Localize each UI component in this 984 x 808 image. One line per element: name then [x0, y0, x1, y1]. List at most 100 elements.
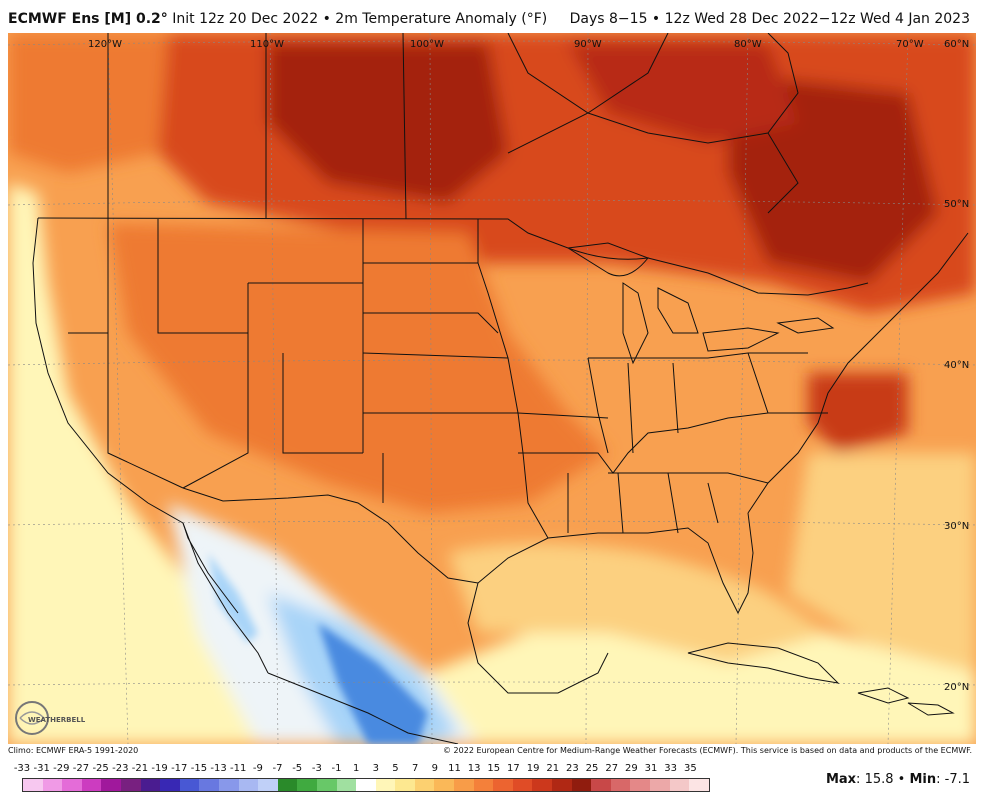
legend-swatch: [650, 779, 670, 791]
legend-swatch: [414, 779, 435, 791]
mexico-cold: [318, 623, 428, 744]
legend-swatch: [591, 779, 611, 791]
legend-label: 21: [546, 763, 560, 774]
legend-label: -19: [151, 763, 168, 774]
legend-labels: -33 -31 -29 -27 -25 -23 -21 -19 -17 -15 -13 -11 -9 -7…: [10, 763, 710, 777]
legend-swatch: [512, 779, 533, 791]
legend-swatch: [473, 779, 494, 791]
legend-swatch: [571, 779, 592, 791]
legend-label: 35: [683, 763, 697, 774]
legend-label: -7: [272, 763, 283, 774]
max-label: Max: [825, 772, 857, 787]
temperature-anomaly-map: 120°W 110°W 100°W 90°W 80°W 70°W 60°N 50…: [8, 33, 976, 744]
max-min-stats: Max: 15.8 • Min: -7.1: [825, 772, 970, 787]
legend-swatch: [316, 779, 337, 791]
legend-label: -25: [92, 763, 109, 774]
legend-swatch: [375, 779, 396, 791]
logo-text: WEATHERBELL: [28, 716, 86, 724]
lat-label-30n: 30°N: [944, 521, 969, 532]
lat-label-50n: 50°N: [944, 199, 969, 210]
northwest-moderate: [8, 33, 168, 173]
legend-label: 9: [431, 763, 438, 774]
legend-label: 15: [487, 763, 501, 774]
legend-swatch: [101, 779, 121, 791]
legend-label: 27: [605, 763, 619, 774]
legend-swatch: [336, 779, 357, 791]
lon-label-120w: 120°W: [88, 39, 122, 50]
legend-swatch: [434, 779, 455, 791]
legend-swatch: [395, 779, 415, 791]
climatology-note: Climo: ECMWF ERA-5 1991-2020: [8, 746, 139, 755]
legend-label: 29: [624, 763, 638, 774]
legend-label: 17: [507, 763, 520, 774]
legend-swatch: [297, 779, 317, 791]
lon-label-110w: 110°W: [250, 39, 284, 50]
model-name: ECMWF Ens [M] 0.2°: [8, 11, 168, 27]
hudson-deep-warm: [568, 43, 798, 143]
legend-swatch: [552, 779, 572, 791]
boundaries: [32, 33, 969, 744]
copyright-note: © 2022 European Centre for Medium-Range …: [443, 746, 972, 755]
legend-swatch: [62, 779, 82, 791]
legend-swatch: [356, 779, 376, 791]
legend-label: 13: [467, 763, 481, 774]
lat-label-60n: 60°N: [944, 39, 969, 50]
legend-label: -23: [112, 763, 129, 774]
legend-label: -21: [131, 763, 149, 774]
legend-swatch: [140, 779, 161, 791]
lon-label-80w: 80°W: [734, 39, 762, 50]
legend-label: 23: [566, 763, 579, 774]
lon-label-90w: 90°W: [574, 39, 602, 50]
legend-swatch: [493, 779, 513, 791]
legend-label: -17: [171, 763, 188, 774]
atlantic-slight-zone: [788, 453, 976, 673]
legend-swatch: [532, 779, 553, 791]
legend-label: -1: [331, 763, 342, 774]
legend-label: -27: [72, 763, 90, 774]
graticule: [8, 33, 976, 744]
min-label: Min: [909, 772, 937, 787]
init-time: Init 12z 20 Dec 2022 • 2m Temperature An…: [172, 11, 548, 27]
legend-swatch: [610, 779, 631, 791]
legend-swatch: [42, 779, 63, 791]
legend-swatch: [218, 779, 239, 791]
lat-label-20n: 20°N: [944, 682, 969, 693]
legend-label: -3: [311, 763, 322, 774]
midatlantic-warm: [808, 373, 908, 453]
canada-deep-warm: [268, 43, 508, 203]
legend-swatch: [258, 779, 278, 791]
valid-period: Days 8−15 • 12z Wed 28 Dec 2022−12z Wed …: [569, 11, 970, 27]
legend-label: -31: [33, 763, 50, 774]
lon-label-70w: 70°W: [896, 39, 924, 50]
legend-label: 25: [585, 763, 599, 774]
plains-moderate: [108, 223, 608, 513]
legend-swatch: [23, 779, 43, 791]
weatherbell-logo: WEATHERBELL: [12, 696, 102, 740]
legend-label: 33: [664, 763, 678, 774]
legend-label: 3: [372, 763, 380, 774]
baja-cool: [208, 553, 258, 643]
legend-label: 11: [448, 763, 461, 774]
legend-label: 1: [352, 763, 360, 774]
legend-swatch: [689, 779, 709, 791]
legend-swatch: [238, 779, 259, 791]
legend-label: 5: [392, 763, 399, 774]
legend-label: -15: [190, 763, 208, 774]
legend-label: -29: [53, 763, 70, 774]
max-value: 15.8: [864, 772, 894, 787]
legend-swatch: [120, 779, 141, 791]
legend-swatch: [160, 779, 180, 791]
legend-swatch: [454, 779, 474, 791]
legend-swatch: [81, 779, 102, 791]
pacific-neutral-zone: [8, 183, 338, 744]
legend-bar: [22, 778, 710, 792]
legend-swatch: [179, 779, 200, 791]
legend-label: 7: [411, 763, 419, 774]
legend-label: 19: [526, 763, 540, 774]
lon-label-100w: 100°W: [410, 39, 444, 50]
legend-swatch: [630, 779, 650, 791]
legend-label: -9: [252, 763, 263, 774]
min-value: -7.1: [944, 772, 970, 787]
legend-label: 31: [644, 763, 658, 774]
lat-label-40n: 40°N: [944, 360, 969, 371]
